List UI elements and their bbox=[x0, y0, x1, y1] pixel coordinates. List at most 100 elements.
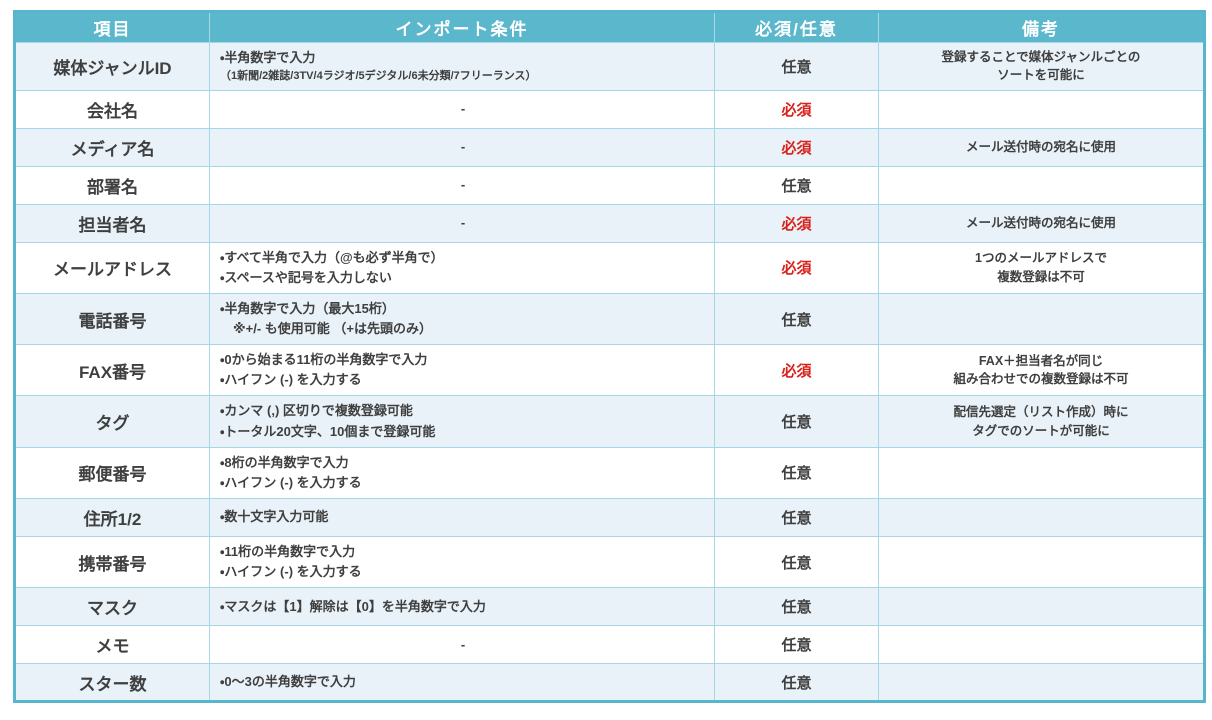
remark-lines: 1つのメールアドレスで 複数登録は不可 bbox=[885, 249, 1197, 287]
required-cell: 任意 bbox=[714, 446, 879, 500]
table-row: マスク ・マスクは【1】解除は【0】を半角数字で入力 任意 bbox=[14, 587, 1205, 627]
required-cell: 必須 bbox=[714, 203, 879, 243]
item-cell: マスク bbox=[14, 587, 210, 627]
required-badge: 任意 bbox=[781, 58, 812, 76]
condition-cell: ・0～3の半角数字で入力 bbox=[209, 663, 715, 703]
condition-line: ・0から始まる11桁の半角数字で入力 bbox=[220, 352, 428, 368]
condition-lines: ・0～3の半角数字で入力 bbox=[220, 672, 706, 692]
table-row: 郵便番号 ・8桁の半角数字で入力 ・ハイフン (-) を入力する 任意 bbox=[14, 446, 1205, 500]
condition-line: ・ハイフン (-) を入力する bbox=[220, 474, 362, 490]
condition-cell: ・11桁の半角数字で入力 ・ハイフン (-) を入力する bbox=[209, 536, 715, 589]
condition-lines: - bbox=[220, 137, 706, 157]
required-cell: 任意 bbox=[714, 536, 879, 589]
required-badge: 必須 bbox=[781, 260, 812, 278]
condition-lines: ・数十文字入力可能 bbox=[220, 507, 706, 527]
condition-line: - bbox=[460, 177, 466, 193]
required-cell: 任意 bbox=[714, 165, 879, 205]
table-row: スター数 ・0～3の半角数字で入力 任意 bbox=[14, 663, 1205, 703]
required-cell: 必須 bbox=[714, 344, 879, 397]
item-cell: メディア名 bbox=[14, 127, 210, 167]
remarks-cell bbox=[878, 498, 1205, 538]
item-label: 担当者名 bbox=[78, 215, 147, 235]
condition-lines: ・11桁の半角数字で入力 ・ハイフン (-) を入力する bbox=[220, 542, 706, 582]
remark-line: 1つのメールアドレスで bbox=[975, 251, 1107, 266]
table-row: 会社名 - 必須 bbox=[14, 89, 1205, 129]
required-badge: 任意 bbox=[781, 311, 812, 329]
table-row: 担当者名 - 必須 メール送付時の宛名に使用 bbox=[14, 203, 1205, 243]
required-cell: 必須 bbox=[714, 127, 879, 167]
condition-line: - bbox=[460, 139, 466, 155]
remarks-cell bbox=[878, 89, 1205, 129]
item-label: メモ bbox=[95, 637, 130, 657]
item-label: 部署名 bbox=[87, 177, 138, 197]
condition-line: ※+/- も使用可能 （+は先頭のみ） bbox=[220, 321, 432, 337]
remarks-cell bbox=[878, 536, 1205, 589]
column-header-required-optional: 必須/任意 bbox=[714, 11, 879, 43]
item-cell: FAX番号 bbox=[14, 344, 210, 397]
required-badge: 必須 bbox=[781, 101, 812, 119]
table-row: タグ ・カンマ (,) 区切りで複数登録可能・トータル20文字、10個まで登録可… bbox=[14, 395, 1205, 448]
item-label: マスク bbox=[87, 599, 138, 619]
required-cell: 必須 bbox=[714, 89, 879, 129]
condition-line: ・マスクは【1】解除は【0】を半角数字で入力 bbox=[220, 598, 486, 614]
condition-line: ・8桁の半角数字で入力 bbox=[220, 454, 349, 470]
required-cell: 任意 bbox=[714, 292, 879, 346]
item-label: 会社名 bbox=[87, 101, 138, 121]
remark-lines: メール送付時の宛名に使用 bbox=[885, 214, 1197, 233]
item-cell: 郵便番号 bbox=[14, 446, 210, 500]
item-label: スター数 bbox=[78, 674, 147, 694]
item-label: タグ bbox=[95, 414, 130, 434]
required-badge: 任意 bbox=[781, 177, 812, 195]
item-cell: 住所1/2 bbox=[14, 498, 210, 538]
condition-cell: ・すべて半角で入力（@も必ず半角で） ・スペースや記号を入力しない bbox=[209, 241, 715, 294]
required-cell: 任意 bbox=[714, 498, 879, 538]
required-cell: 任意 bbox=[714, 625, 879, 665]
remark-lines: メール送付時の宛名に使用 bbox=[885, 138, 1197, 157]
item-label: 媒体ジャンルID bbox=[53, 58, 172, 78]
item-cell: メールアドレス bbox=[14, 241, 210, 294]
table-row: メモ - 任意 bbox=[14, 625, 1205, 665]
remark-line: ソートを可能に bbox=[997, 68, 1085, 83]
condition-line: - bbox=[460, 636, 466, 652]
remark-line: メール送付時の宛名に使用 bbox=[965, 139, 1116, 154]
table-row: メールアドレス ・すべて半角で入力（@も必ず半角で） ・スペースや記号を入力しない… bbox=[14, 241, 1205, 294]
remark-line: FAX＋担当者名が同じ bbox=[978, 353, 1104, 368]
condition-line: ・トータル20文字、10個まで登録可能 bbox=[220, 423, 436, 439]
remarks-cell: 登録することで媒体ジャンルごとの ソートを可能に bbox=[878, 42, 1205, 91]
condition-lines: - bbox=[220, 213, 706, 233]
required-badge: 任意 bbox=[781, 554, 812, 572]
required-cell: 任意 bbox=[714, 587, 879, 627]
required-cell: 任意 bbox=[714, 42, 879, 91]
condition-lines: ・カンマ (,) 区切りで複数登録可能・トータル20文字、10個まで登録可能 bbox=[220, 401, 706, 441]
required-badge: 任意 bbox=[781, 510, 812, 528]
column-header-import-conditions: インポート条件 bbox=[209, 11, 715, 43]
table-row: FAX番号 ・0から始まる11桁の半角数字で入力 ・ハイフン (-) を入力する … bbox=[14, 344, 1205, 397]
table-body: 媒体ジャンルID ・半角数字で入力 （1新聞/2雑誌/3TV/4ラジオ/5デジタル… bbox=[14, 42, 1205, 703]
condition-cell: ・数十文字入力可能 bbox=[209, 498, 715, 538]
condition-line: - bbox=[460, 215, 466, 231]
condition-cell: - bbox=[209, 127, 715, 167]
remark-lines: 登録することで媒体ジャンルごとの ソートを可能に bbox=[885, 48, 1197, 86]
condition-cell: ・カンマ (,) 区切りで複数登録可能・トータル20文字、10個まで登録可能 bbox=[209, 395, 715, 448]
remarks-cell bbox=[878, 587, 1205, 627]
condition-cell: ・マスクは【1】解除は【0】を半角数字で入力 bbox=[209, 587, 715, 627]
item-cell: 電話番号 bbox=[14, 292, 210, 346]
condition-lines: ・半角数字で入力（最大15桁） ※+/- も使用可能 （+は先頭のみ） bbox=[220, 299, 706, 339]
column-header-remarks: 備考 bbox=[878, 11, 1205, 43]
condition-cell: - bbox=[209, 165, 715, 205]
required-cell: 任意 bbox=[714, 663, 879, 703]
required-badge: 任意 bbox=[781, 674, 812, 692]
condition-cell: - bbox=[209, 625, 715, 665]
item-cell: 部署名 bbox=[14, 165, 210, 205]
required-badge: 任意 bbox=[781, 599, 812, 617]
required-badge: 必須 bbox=[781, 362, 812, 380]
condition-cell: ・0から始まる11桁の半角数字で入力 ・ハイフン (-) を入力する bbox=[209, 344, 715, 397]
remark-line: 組み合わせでの複数登録は不可 bbox=[953, 372, 1129, 387]
remark-line: 配信先選定（リスト作成）時に bbox=[953, 404, 1129, 419]
item-label: 住所1/2 bbox=[83, 510, 142, 530]
condition-line: ・11桁の半角数字で入力 bbox=[220, 544, 356, 560]
required-badge: 任意 bbox=[781, 637, 812, 655]
table-row: 電話番号 ・半角数字で入力（最大15桁） ※+/- も使用可能 （+は先頭のみ）… bbox=[14, 292, 1205, 346]
condition-line: ・カンマ (,) 区切りで複数登録可能 bbox=[220, 403, 413, 419]
condition-lines: - bbox=[220, 99, 706, 119]
